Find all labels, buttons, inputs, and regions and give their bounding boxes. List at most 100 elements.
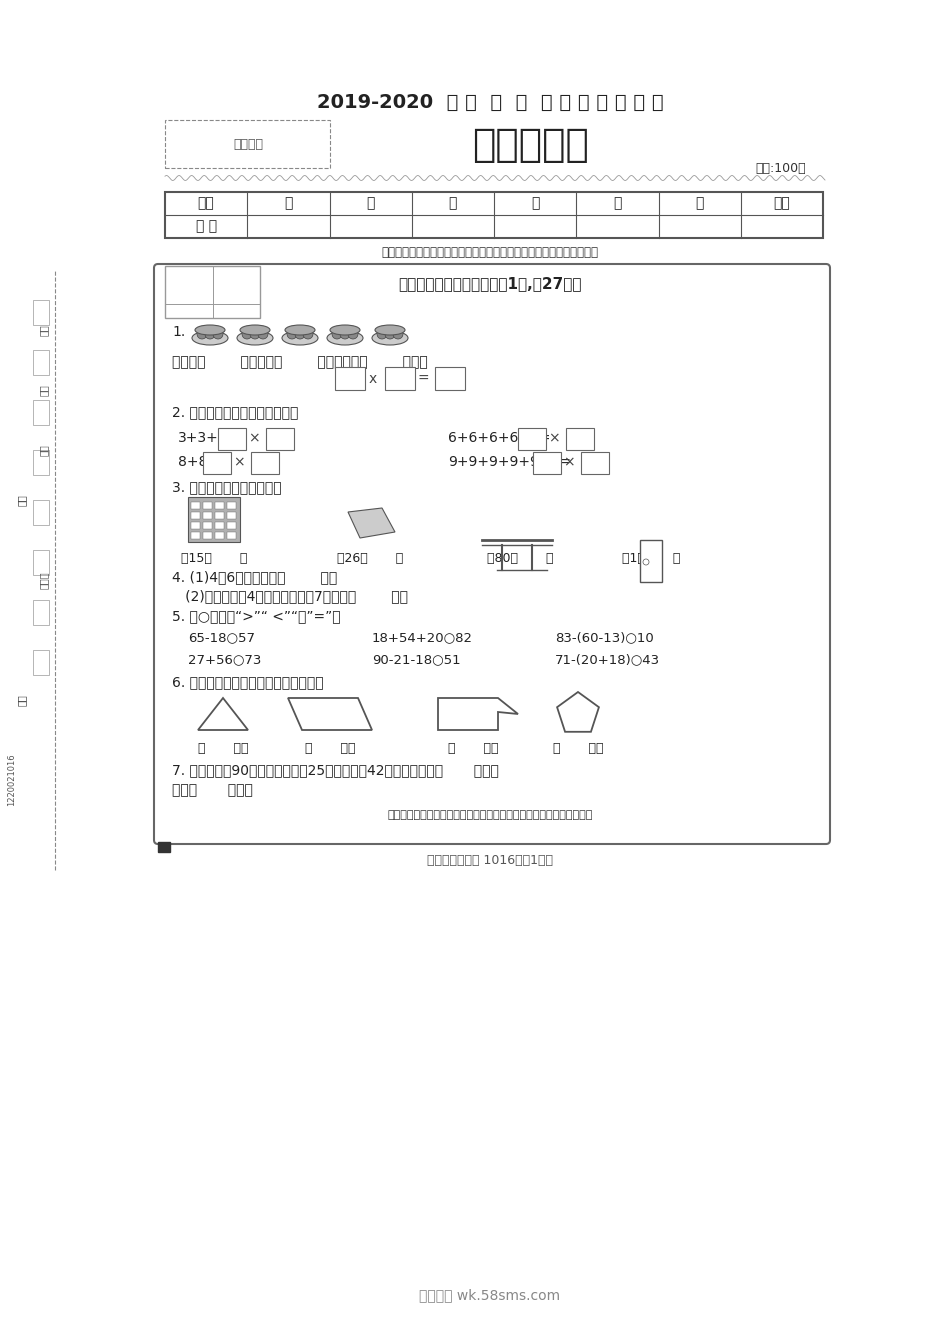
Ellipse shape	[327, 331, 363, 345]
Text: 1220021016: 1220021016	[8, 754, 16, 806]
Bar	[218, 427, 246, 450]
Bar	[385, 367, 415, 390]
Bar	[251, 452, 279, 474]
Text: =: =	[417, 372, 428, 386]
Text: 5. 在○里填上“>”“ <”“或”=”。: 5. 在○里填上“>”“ <”“或”=”。	[172, 609, 341, 624]
Text: 65-18○57: 65-18○57	[188, 632, 255, 645]
Bar	[335, 367, 365, 390]
Text: 6. 下面的图形中各有几个角？写一写。: 6. 下面的图形中各有几个角？写一写。	[172, 675, 324, 689]
Bar	[33, 401, 49, 425]
Polygon shape	[198, 698, 248, 730]
Text: 长26（       ）: 长26（ ）	[337, 551, 403, 564]
Ellipse shape	[330, 325, 360, 335]
Bar	[203, 512, 212, 519]
Text: （       ）个: （ ）个	[305, 742, 355, 754]
Text: 2. 把加法算式改写成乘法算式。: 2. 把加法算式改写成乘法算式。	[172, 405, 298, 419]
Bar	[203, 452, 231, 474]
Text: 71-(20+18)○43: 71-(20+18)○43	[555, 653, 660, 667]
Text: 高80（       ）: 高80（ ）	[486, 551, 553, 564]
Bar	[533, 452, 561, 474]
Bar	[227, 532, 236, 539]
Circle shape	[250, 329, 260, 339]
Text: x: x	[369, 372, 377, 386]
Text: 姓名: 姓名	[39, 384, 49, 396]
Text: 高15（       ）: 高15（ ）	[180, 551, 247, 564]
Ellipse shape	[240, 325, 270, 335]
Text: 班级: 班级	[17, 495, 27, 505]
Text: 7. 一捏电线长90米，一班先用去25米，又用去42米。一共用去（       ）米，: 7. 一捏电线长90米，一班先用去25米，又用去42米。一共用去（ ）米，	[172, 763, 499, 777]
Text: 题号: 题号	[198, 196, 215, 211]
Polygon shape	[438, 698, 518, 730]
Text: 六: 六	[695, 196, 704, 211]
Text: 27+56○73: 27+56○73	[188, 653, 261, 667]
Bar	[33, 300, 49, 325]
Text: 五: 五	[613, 196, 621, 211]
Ellipse shape	[195, 325, 225, 335]
Bar	[191, 503, 200, 509]
Bar	[203, 532, 212, 539]
Bar	[640, 540, 662, 582]
Ellipse shape	[237, 331, 273, 345]
Circle shape	[205, 329, 215, 339]
Bar	[215, 521, 224, 530]
Text: 1.: 1.	[172, 325, 185, 339]
Text: ×: ×	[233, 456, 245, 469]
Bar	[227, 503, 236, 509]
Bar	[266, 427, 294, 450]
Circle shape	[303, 329, 313, 339]
Text: ×: ×	[548, 431, 560, 445]
Text: 83-(60-13)○10: 83-(60-13)○10	[555, 632, 654, 645]
Text: 贴条码处: 贴条码处	[233, 138, 263, 152]
Ellipse shape	[372, 331, 408, 345]
Text: 密封线: 密封线	[39, 571, 49, 589]
Circle shape	[197, 329, 207, 339]
Circle shape	[340, 329, 350, 339]
Circle shape	[295, 329, 305, 339]
Text: （       ）个: （ ）个	[553, 742, 603, 754]
Circle shape	[393, 329, 403, 339]
Text: 創1（       ）: 創1（ ）	[622, 551, 680, 564]
Bar	[435, 367, 465, 390]
Bar	[33, 650, 49, 675]
Text: 8+8=: 8+8=	[178, 456, 219, 469]
Bar	[165, 192, 823, 238]
Text: （       ）个: （ ）个	[447, 742, 498, 754]
Ellipse shape	[375, 325, 405, 335]
Text: 三: 三	[448, 196, 457, 211]
Text: 四: 四	[531, 196, 540, 211]
Bar	[165, 266, 260, 319]
Text: 考号: 考号	[39, 444, 49, 456]
Text: 二年级数学: 二年级数学	[471, 126, 588, 164]
Circle shape	[213, 329, 223, 339]
Text: 考场: 考场	[39, 324, 49, 336]
Text: ×: ×	[563, 456, 575, 469]
Text: (2)一个乘数是4，另一个乘数是7，积是（        ）。: (2)一个乘数是4，另一个乘数是7，积是（ ）。	[172, 589, 408, 603]
Text: 二: 二	[367, 196, 375, 211]
Bar	[215, 532, 224, 539]
Bar	[566, 427, 594, 450]
Ellipse shape	[282, 331, 318, 345]
Text: 18+54+20○82: 18+54+20○82	[372, 632, 473, 645]
Bar	[227, 521, 236, 530]
Bar	[33, 550, 49, 575]
Text: 学校: 学校	[17, 694, 27, 706]
Circle shape	[348, 329, 358, 339]
Circle shape	[385, 329, 395, 339]
Text: 一: 一	[284, 196, 293, 211]
Text: 评卷人  得分: 评卷人 得分	[192, 277, 235, 290]
Text: 请在各题目的答题区域内作答，超出黑色矩形边框限定区域的答案无效: 请在各题目的答题区域内作答，超出黑色矩形边框限定区域的答案无效	[388, 810, 593, 820]
Text: 满分:100分: 满分:100分	[755, 161, 806, 175]
Bar	[581, 452, 609, 474]
Ellipse shape	[285, 325, 315, 335]
Text: 请在各题目的答题区域内作答，超出黑色矩形边框限定区域的答案无效: 请在各题目的答题区域内作答，超出黑色矩形边框限定区域的答案无效	[382, 246, 598, 258]
Text: 五八文库 wk.58sms.com: 五八文库 wk.58sms.com	[420, 1288, 560, 1302]
Bar	[191, 521, 200, 530]
Bar	[188, 497, 240, 542]
Bar	[518, 427, 546, 450]
Bar	[215, 503, 224, 509]
Text: 9+9+9+9+9+9=: 9+9+9+9+9+9=	[448, 456, 571, 469]
Bar	[191, 512, 200, 519]
Circle shape	[258, 329, 268, 339]
Text: （       ）个: （ ）个	[198, 742, 248, 754]
Circle shape	[287, 329, 297, 339]
